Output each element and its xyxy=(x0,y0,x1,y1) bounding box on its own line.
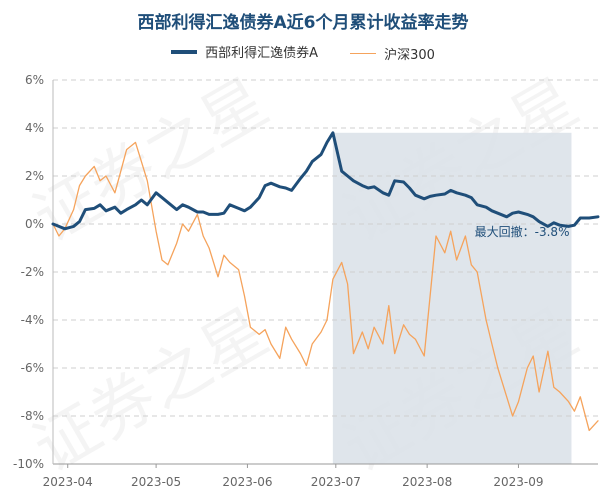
x-tick-label: 2023-08 xyxy=(402,475,452,489)
y-tick-label: 0% xyxy=(25,217,44,231)
legend-label-index: 沪深300 xyxy=(384,47,435,63)
x-tick-label: 2023-09 xyxy=(493,475,543,489)
legend-swatch-fund xyxy=(171,49,198,54)
x-tick-label: 2023-04 xyxy=(43,475,93,489)
y-tick-label: -4% xyxy=(21,313,44,327)
y-tick-label: -6% xyxy=(21,361,44,375)
series-line-index xyxy=(52,141,599,432)
y-tick-label: 4% xyxy=(25,121,44,135)
legend-swatch-index xyxy=(350,52,377,54)
chart-legend: 西部利得汇逸债券A 沪深300 xyxy=(0,42,606,63)
y-tick-label: 2% xyxy=(25,169,44,183)
legend-label-fund: 西部利得汇逸债券A xyxy=(205,46,318,61)
y-tick-label: -8% xyxy=(21,409,44,423)
y-tick-label: 6% xyxy=(25,73,44,87)
legend-item-index: 沪深300 xyxy=(350,44,435,63)
drawdown-shade xyxy=(332,132,572,465)
legend-item-fund: 西部利得汇逸债券A xyxy=(171,42,318,61)
chart-title: 西部利得汇逸债券A近6个月累计收益率走势 xyxy=(137,13,469,33)
x-tick-label: 2023-05 xyxy=(131,475,181,489)
x-tick-label: 2023-07 xyxy=(311,475,361,489)
y-tick-label: -10% xyxy=(13,457,44,471)
max-drawdown-label: 最大回撤：-3.8% xyxy=(475,224,570,239)
y-tick-label: -2% xyxy=(21,265,44,279)
x-tick-label: 2023-06 xyxy=(222,475,272,489)
series-line-fund xyxy=(51,131,600,231)
